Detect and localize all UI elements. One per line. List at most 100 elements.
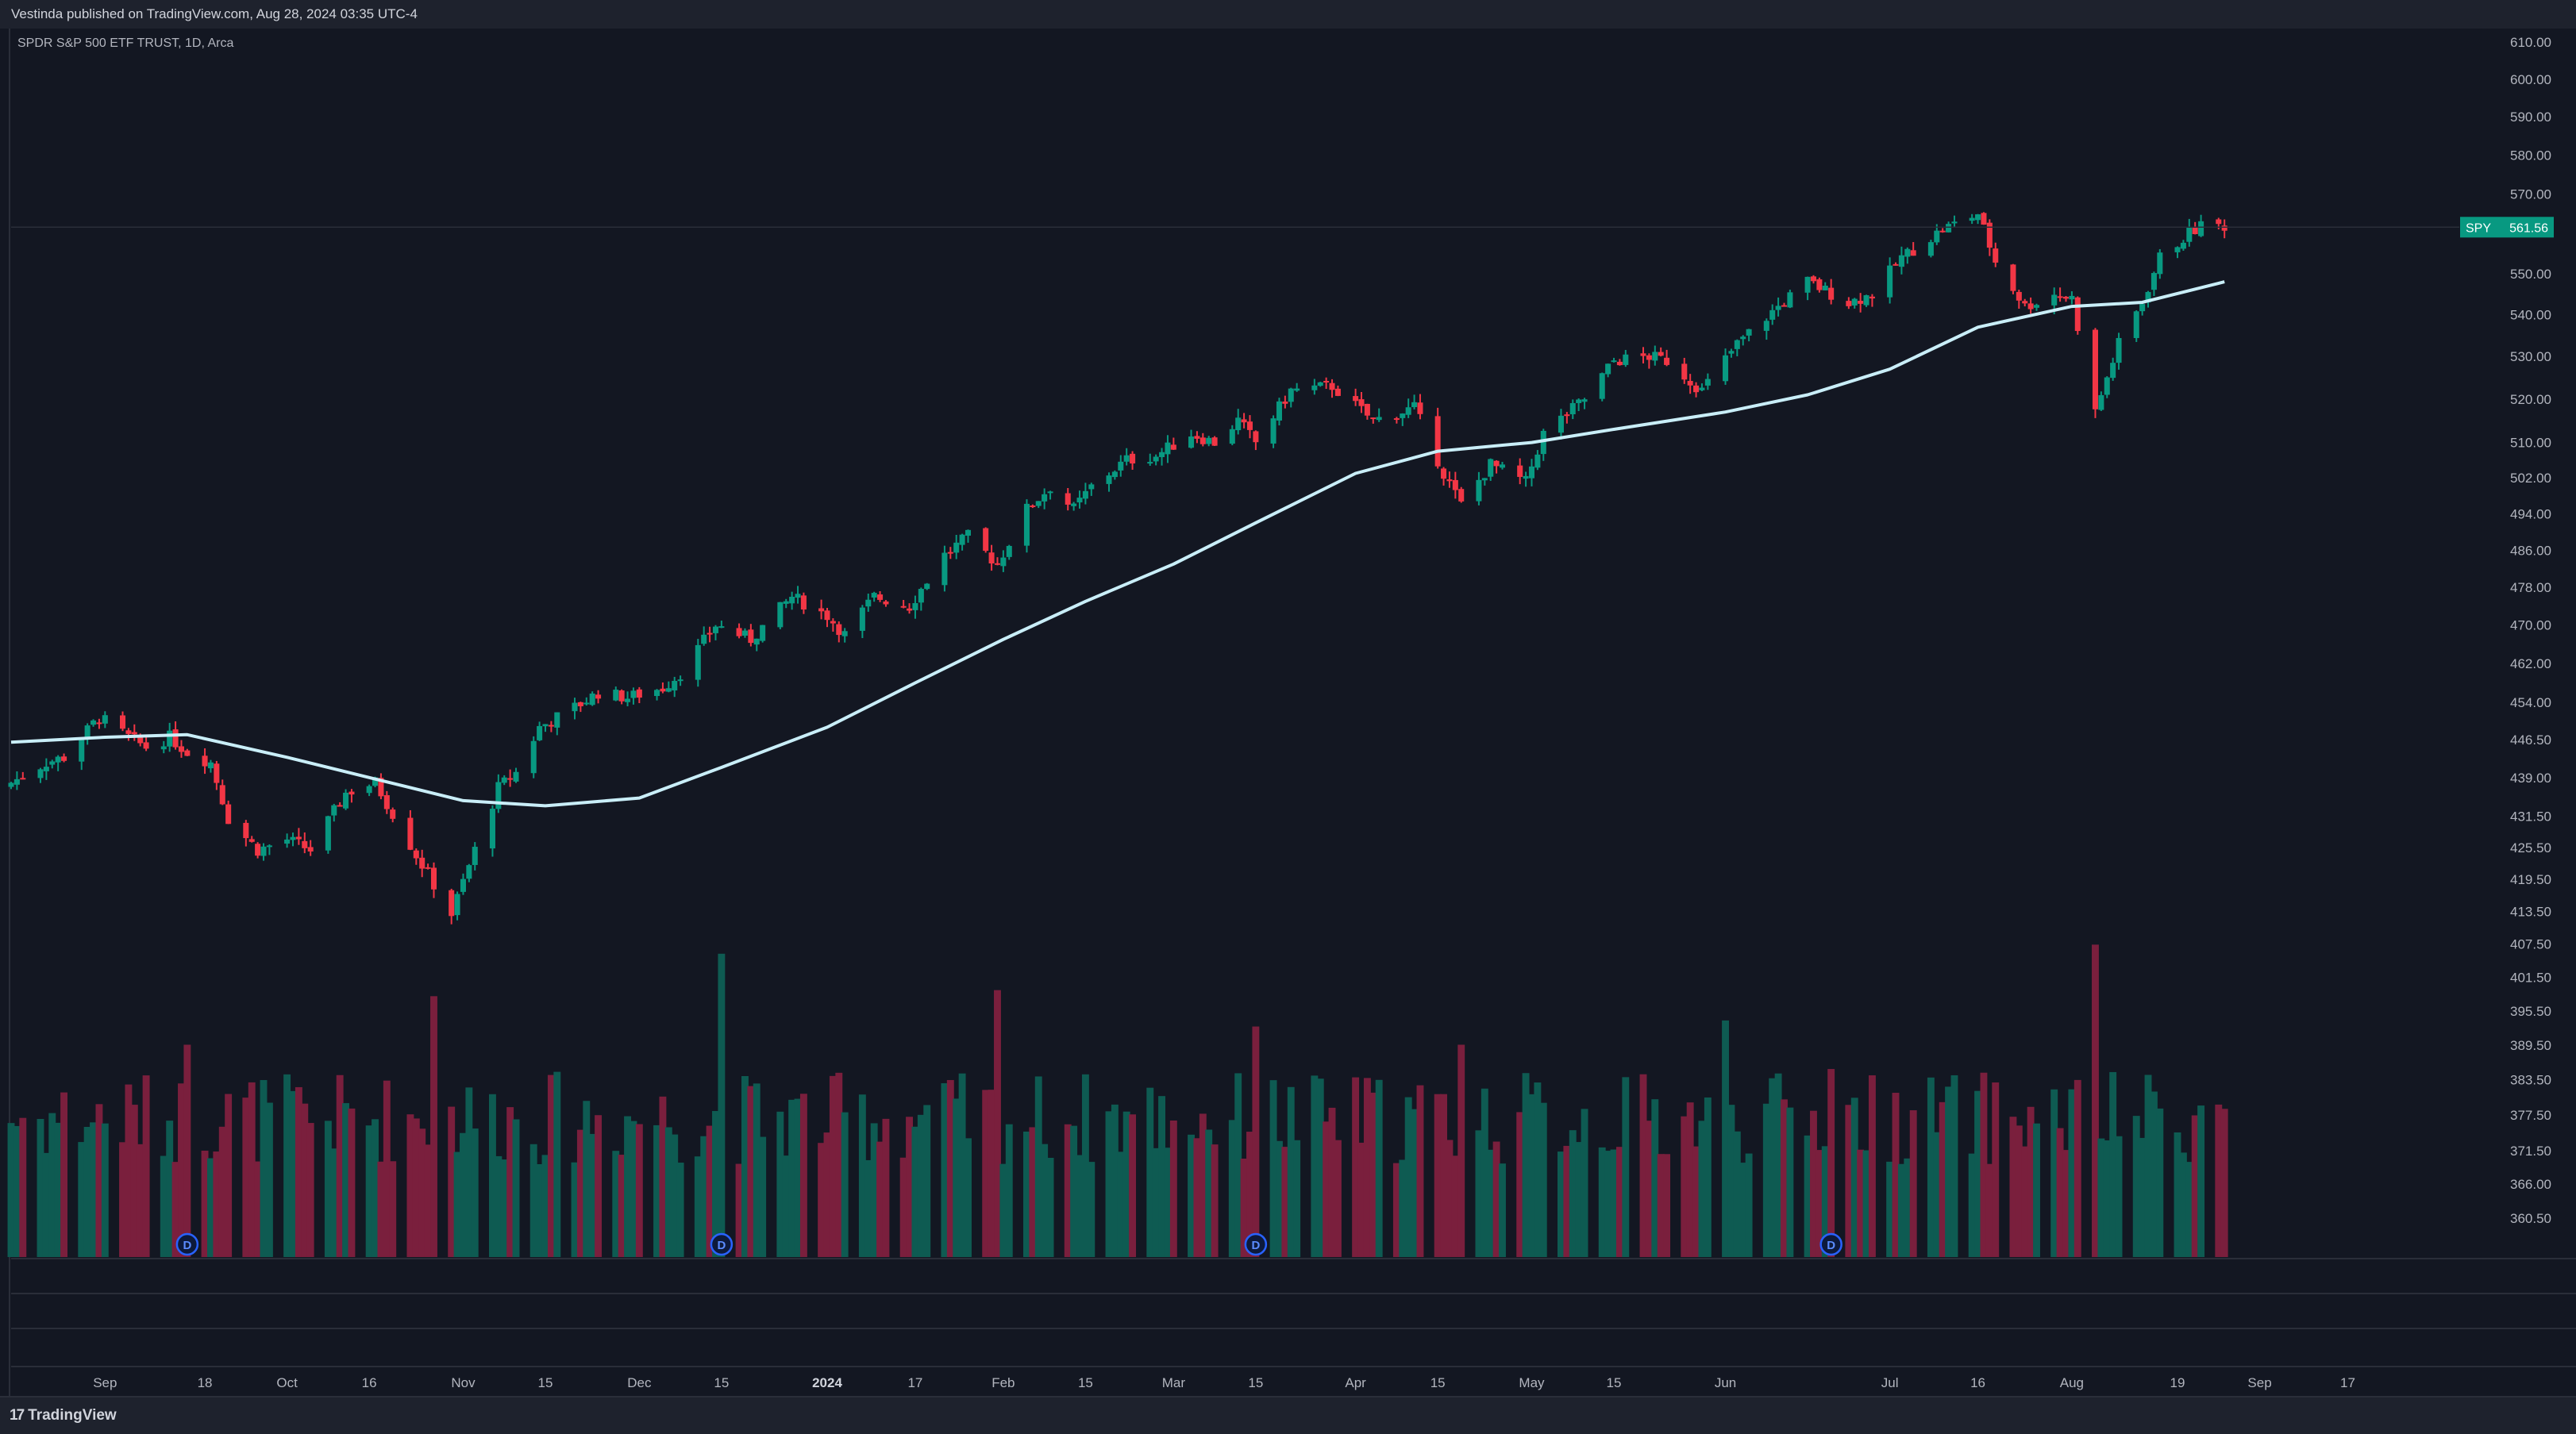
price-tick-label: 510.00: [2510, 436, 2551, 451]
volume-bar: [1188, 1134, 1195, 1257]
candle-body: [1006, 545, 1012, 557]
volume-bar: [488, 1094, 496, 1257]
volume-bar: [1328, 1107, 1336, 1257]
time-tick-label: Oct: [276, 1375, 298, 1390]
volume-bar: [1076, 1155, 1084, 1257]
candle-body: [119, 715, 126, 729]
price-chart[interactable]: 610.00 600.00 590.00 580.00 570.00 550.00 540.…: [0, 29, 2576, 1396]
volume-bar: [2215, 1104, 2223, 1257]
candle-body: [1065, 493, 1071, 505]
volume-bar: [735, 1163, 743, 1257]
symbol-legend: SPDR S&P 500 ETF TRUST, 1D, Arca: [17, 37, 234, 50]
candle-body: [1071, 503, 1077, 506]
candle-body: [2116, 337, 2122, 363]
candle-body: [1740, 336, 1746, 340]
price-tick-label: 540.00: [2510, 308, 2551, 323]
volume-bar: [1081, 1074, 1089, 1257]
time-tick-label: Sep: [93, 1375, 117, 1390]
volume-bar: [1475, 1130, 1483, 1257]
volume-bar: [1399, 1159, 1407, 1257]
volume-bar: [835, 1072, 843, 1257]
volume-bar: [1269, 1080, 1277, 1257]
candle-body: [207, 762, 214, 769]
candle-body: [1787, 292, 1793, 308]
candle-body: [1488, 459, 1494, 477]
candle-body: [454, 894, 460, 916]
candle-body: [1118, 461, 1124, 471]
price-tick-label: 502.00: [2510, 471, 2551, 486]
volume-bar: [78, 1142, 86, 1257]
candle-body: [1723, 355, 1729, 382]
candle-body: [460, 878, 466, 892]
volume-bar: [265, 1102, 273, 1257]
candle-body: [1165, 442, 1171, 455]
volume-bar: [941, 1082, 949, 1257]
time-tick-label: Mar: [1162, 1375, 1186, 1390]
volume-bar: [365, 1125, 373, 1257]
volume-bar: [1569, 1130, 1577, 1257]
volume-bar: [718, 953, 726, 1257]
volume-bar: [95, 1104, 103, 1257]
volume-bar: [870, 1123, 878, 1257]
candle-body: [1569, 402, 1576, 414]
candle-body: [1458, 489, 1465, 502]
volume-bar: [994, 990, 1001, 1257]
dividend-marker[interactable]: D: [175, 1232, 199, 1256]
volume-bar: [1193, 1138, 1201, 1257]
candle-body: [1781, 305, 1788, 307]
candle-body: [630, 690, 637, 698]
volume-bar: [712, 1110, 719, 1257]
volume-bar: [1781, 1099, 1788, 1257]
volume-bar: [54, 1122, 62, 1257]
volume-bar: [1334, 1140, 1342, 1257]
volume-bar: [1152, 1148, 1160, 1257]
time-tick-label: 15: [1078, 1375, 1093, 1390]
volume-bar: [1434, 1094, 1442, 1257]
candle-body: [900, 606, 907, 608]
price-tick-label: 371.50: [2510, 1144, 2551, 1159]
volume-bar: [1657, 1154, 1665, 1257]
volume-bar: [2056, 1128, 2064, 1257]
candle-body: [877, 594, 884, 600]
tradingview-logo[interactable]: 17 TradingView: [10, 1407, 117, 1424]
candle-body: [665, 688, 672, 692]
candle-body: [1946, 224, 1952, 233]
candle-body: [1229, 429, 1235, 444]
volume-bar: [1558, 1151, 1565, 1257]
candle-body: [1270, 418, 1276, 444]
volume-bar: [42, 1152, 50, 1257]
dividend-marker[interactable]: D: [1819, 1232, 1842, 1256]
candle-body: [2145, 291, 2151, 302]
candle-body: [830, 621, 836, 624]
candle-body: [1975, 214, 1981, 221]
candle-body: [160, 746, 167, 750]
volume-bar: [183, 1044, 191, 1257]
candle-body: [1276, 401, 1282, 421]
volume-bar: [225, 1094, 233, 1257]
volume-bar: [858, 1094, 866, 1257]
candle-body: [1282, 401, 1288, 404]
candle-body: [542, 724, 549, 727]
candle-body: [61, 756, 67, 761]
candle-body: [2074, 297, 2081, 332]
candle-body: [1417, 402, 1423, 414]
candle-body: [1400, 413, 1406, 418]
time-tick-label: 17: [2340, 1375, 2355, 1390]
volume-bar: [254, 1161, 262, 1257]
volume-bar: [706, 1125, 714, 1257]
dividend-marker[interactable]: D: [1244, 1232, 1268, 1256]
price-tick-label: 431.50: [2510, 809, 2551, 824]
dividend-marker[interactable]: D: [710, 1232, 734, 1256]
volume-bar: [1316, 1078, 1324, 1257]
volume-bar: [547, 1075, 555, 1257]
volume-bar: [1939, 1101, 1946, 1257]
volume-bar: [465, 1087, 473, 1257]
volume-bar: [1046, 1157, 1054, 1257]
candle-body: [1393, 418, 1400, 421]
volume-bar: [2062, 1150, 2070, 1257]
candle-body: [1846, 301, 1852, 306]
volume-bar: [864, 1159, 872, 1257]
volume-bar: [506, 1107, 514, 1257]
candle-body: [419, 857, 425, 869]
volume-bar: [829, 1075, 837, 1257]
